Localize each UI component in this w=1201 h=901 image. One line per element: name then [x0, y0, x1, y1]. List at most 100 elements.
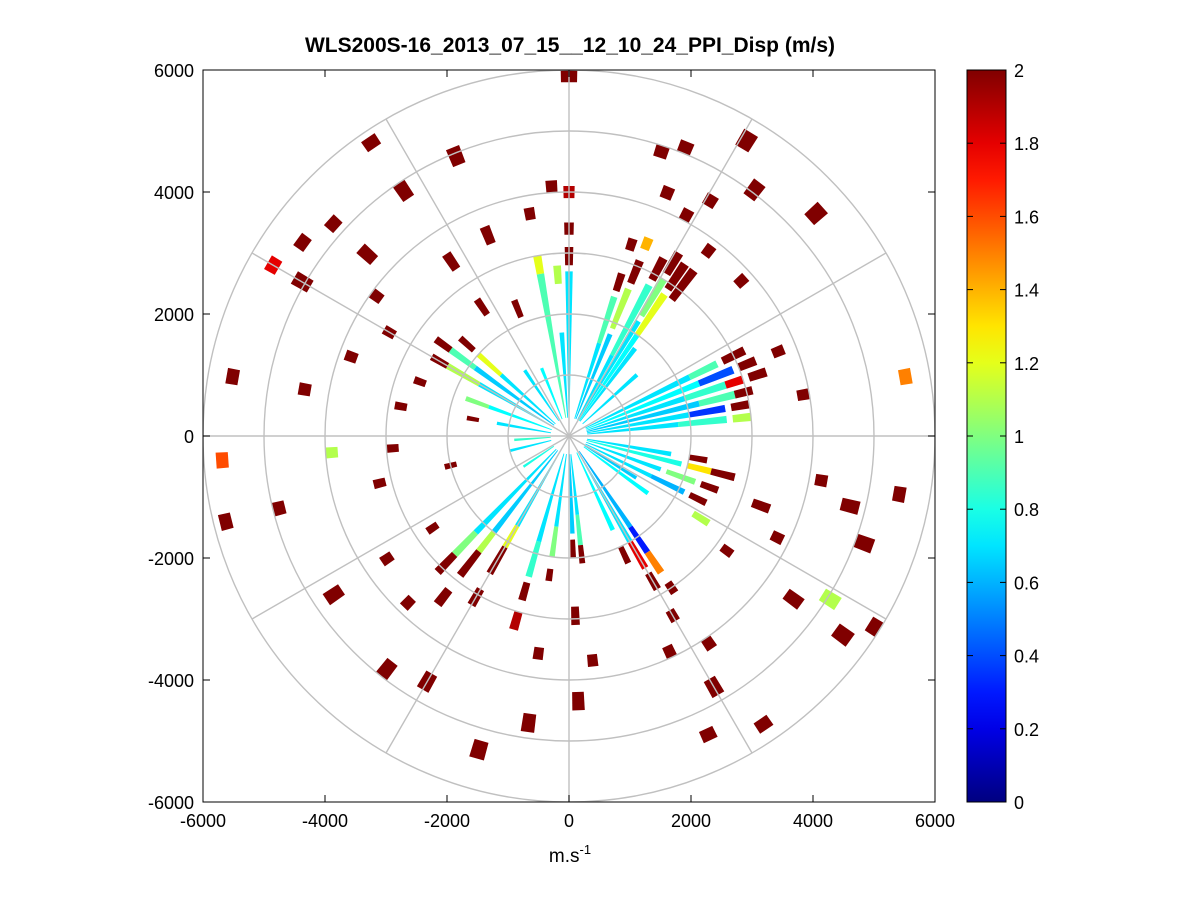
- y-tick-label: -4000: [148, 671, 194, 691]
- y-tick-label: 2000: [154, 305, 194, 325]
- y-tick-label: 4000: [154, 183, 194, 203]
- velocity-cell: [625, 237, 638, 252]
- colorbar-tick-label: 0.2: [1014, 720, 1039, 740]
- velocity-cell: [325, 446, 339, 459]
- colorbar-tick-label: 1.8: [1014, 134, 1039, 154]
- velocity-cell: [433, 336, 453, 353]
- velocity-cell: [737, 356, 758, 372]
- velocity-cell: [570, 454, 580, 516]
- velocity-cell: [458, 335, 476, 353]
- azimuth-spoke: [568, 118, 753, 437]
- x-tick-label: -4000: [302, 811, 348, 831]
- velocity-cell: [465, 396, 490, 409]
- velocity-cell: [585, 380, 701, 430]
- velocity-cell: [473, 365, 555, 426]
- velocity-cell: [864, 616, 884, 637]
- velocity-cell: [610, 283, 653, 357]
- velocity-cell: [733, 272, 750, 289]
- colorbar-tick-label: 0: [1014, 793, 1024, 813]
- velocity-cell: [533, 255, 545, 275]
- velocity-cell: [710, 468, 736, 482]
- colorbar-tick-label: 0.6: [1014, 573, 1039, 593]
- velocity-cell: [271, 500, 287, 517]
- velocity-cell: [394, 401, 408, 412]
- velocity-cell: [434, 551, 458, 575]
- velocity-cell: [638, 277, 667, 318]
- polar-grid: [203, 70, 935, 802]
- velocity-cell: [628, 525, 651, 555]
- velocity-cell: [586, 400, 700, 432]
- velocity-cell: [697, 366, 735, 387]
- x-axis: -6000 -4000 -2000 0 2000 4000 6000: [180, 70, 955, 831]
- velocity-cell: [578, 319, 641, 421]
- velocity-cell: [650, 474, 686, 495]
- velocity-cell: [217, 512, 234, 531]
- x-tick-label: 6000: [915, 811, 955, 831]
- velocity-cell: [640, 236, 654, 252]
- velocity-cell: [509, 440, 552, 453]
- colorbar-gradient: [967, 70, 1006, 802]
- velocity-cell: [753, 714, 774, 734]
- velocity-cell: [473, 297, 490, 317]
- velocity-cell: [796, 388, 811, 401]
- velocity-cell: [698, 725, 718, 744]
- velocity-cell: [678, 207, 695, 224]
- velocity-cell: [699, 480, 720, 494]
- velocity-cell: [688, 454, 708, 464]
- velocity-cell: [686, 462, 712, 475]
- velocity-cell: [520, 712, 537, 733]
- colorbar-tick-label: 1.2: [1014, 354, 1039, 374]
- velocity-cell: [466, 415, 480, 423]
- velocity-cell: [576, 452, 615, 531]
- velocity-cell: [892, 485, 907, 503]
- x-tick-label: -2000: [424, 811, 470, 831]
- velocity-cell: [665, 469, 697, 485]
- x-tick-label: 0: [564, 811, 574, 831]
- velocity-cell: [554, 454, 567, 527]
- velocity-cell: [634, 292, 668, 337]
- velocity-cell: [609, 287, 632, 330]
- velocity-cell: [769, 530, 786, 546]
- velocity-cell: [578, 450, 633, 529]
- velocity-cell: [653, 143, 670, 160]
- velocity-cell: [648, 256, 668, 282]
- velocity-cell: [898, 367, 913, 386]
- velocity-cell: [586, 412, 690, 434]
- azimuth-spoke: [251, 435, 570, 620]
- velocity-cell: [644, 550, 665, 575]
- velocity-cell: [549, 526, 559, 558]
- velocity-cell: [585, 443, 653, 478]
- y-axis: -6000 -4000 -2000 0 2000 4000 6000: [148, 61, 935, 813]
- velocity-cell: [586, 395, 686, 431]
- y-tick-label: -2000: [148, 549, 194, 569]
- velocity-cell: [804, 201, 828, 226]
- velocity-cell: [412, 376, 427, 388]
- velocity-cell: [523, 206, 536, 221]
- velocity-cell: [831, 623, 855, 647]
- colorbar-tick-label: 2: [1014, 61, 1024, 81]
- velocity-cell: [392, 179, 415, 203]
- velocity-cell: [668, 267, 698, 302]
- velocity-cell: [545, 568, 554, 582]
- velocity-cell: [386, 444, 399, 453]
- velocity-cell: [585, 374, 691, 429]
- velocity-cell: [582, 373, 639, 425]
- velocity-cell: [662, 250, 684, 277]
- velocity-cell: [433, 587, 453, 608]
- velocity-cell: [491, 450, 559, 534]
- colorbar-tick-label: 1.4: [1014, 281, 1039, 301]
- velocity-cell: [577, 354, 614, 421]
- azimuth-spoke: [568, 435, 887, 620]
- x-axis-label-superscript: -1: [580, 842, 592, 857]
- velocity-cell: [456, 549, 482, 578]
- velocity-cell: [375, 657, 398, 681]
- velocity-cell: [839, 497, 861, 515]
- velocity-cell: [356, 243, 379, 265]
- velocity-cell: [587, 422, 679, 435]
- velocity-cell: [496, 421, 552, 434]
- velocity-cell: [691, 510, 711, 527]
- velocity-cell: [522, 445, 555, 468]
- azimuth-spoke: [385, 435, 570, 754]
- velocity-cell: [770, 344, 786, 359]
- velocity-cell: [743, 178, 766, 202]
